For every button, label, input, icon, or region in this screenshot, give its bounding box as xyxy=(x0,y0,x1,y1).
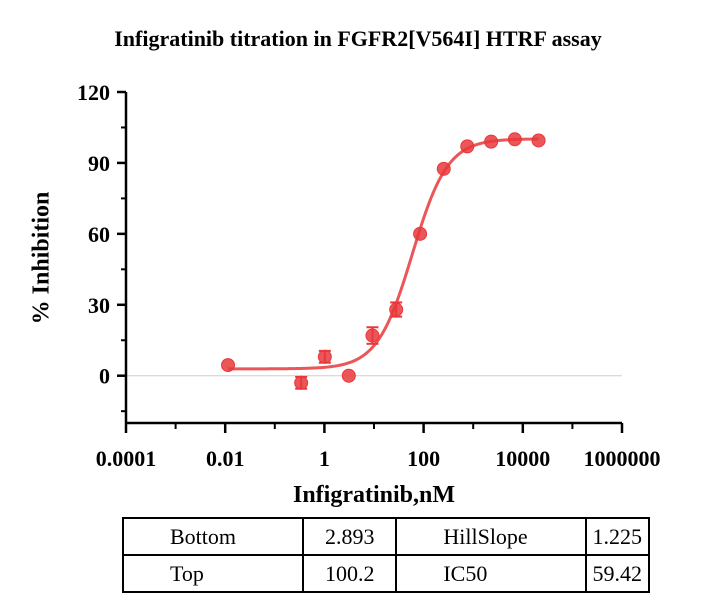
chart-title: Infigratinib titration in FGFR2[V564I] H… xyxy=(114,26,602,51)
y-tick-label: 30 xyxy=(88,293,110,318)
param-value: 59.42 xyxy=(584,554,650,593)
plot-area: 120 90 60 30 0 0.0001 0.01 1 100 10000 1000000 xyxy=(77,80,661,471)
y-tick-label: 0 xyxy=(99,364,110,389)
param-value: 1.225 xyxy=(584,517,650,556)
x-tick-label: 100 xyxy=(407,446,440,471)
y-tick-label: 60 xyxy=(88,222,110,247)
data-point xyxy=(294,375,309,390)
x-tick-label: 1000000 xyxy=(584,446,661,471)
param-name: IC50 xyxy=(395,554,587,593)
axes xyxy=(124,92,622,425)
param-name: Bottom xyxy=(121,517,305,556)
data-point xyxy=(341,368,356,383)
x-tick-label: 1 xyxy=(319,446,330,471)
param-name: Top xyxy=(121,554,305,593)
fit-parameters-table: Bottom 2.893 HillSlope 1.225 Top 100.2 I… xyxy=(121,517,650,593)
data-points xyxy=(221,132,546,390)
fit-curve xyxy=(228,137,539,371)
fit-curve-group xyxy=(228,137,539,371)
data-point xyxy=(484,134,499,149)
data-point xyxy=(317,349,332,364)
x-tick-label: 0.01 xyxy=(206,446,245,471)
param-name: HillSlope xyxy=(395,517,587,556)
table-row: Bottom 2.893 HillSlope 1.225 xyxy=(121,517,650,556)
data-point xyxy=(389,302,404,317)
param-value: 100.2 xyxy=(302,554,398,593)
data-point xyxy=(365,328,380,343)
data-point xyxy=(531,133,546,148)
data-point xyxy=(221,358,236,373)
table-row: Top 100.2 IC50 59.42 xyxy=(121,554,650,593)
ticks: 120 90 60 30 0 0.0001 0.01 1 100 10000 1000000 xyxy=(77,80,661,471)
data-point xyxy=(460,139,475,154)
data-point xyxy=(436,161,451,176)
x-axis-label: Infigratinib,nM xyxy=(292,482,456,508)
param-value: 2.893 xyxy=(302,517,398,556)
x-tick-label: 0.0001 xyxy=(96,446,157,471)
x-tick-label: 10000 xyxy=(495,446,550,471)
y-axis-label: % Inhibition xyxy=(28,191,55,325)
y-tick-label: 120 xyxy=(77,80,110,105)
data-point xyxy=(507,132,522,147)
y-tick-label: 90 xyxy=(88,151,110,176)
data-point xyxy=(413,226,428,241)
